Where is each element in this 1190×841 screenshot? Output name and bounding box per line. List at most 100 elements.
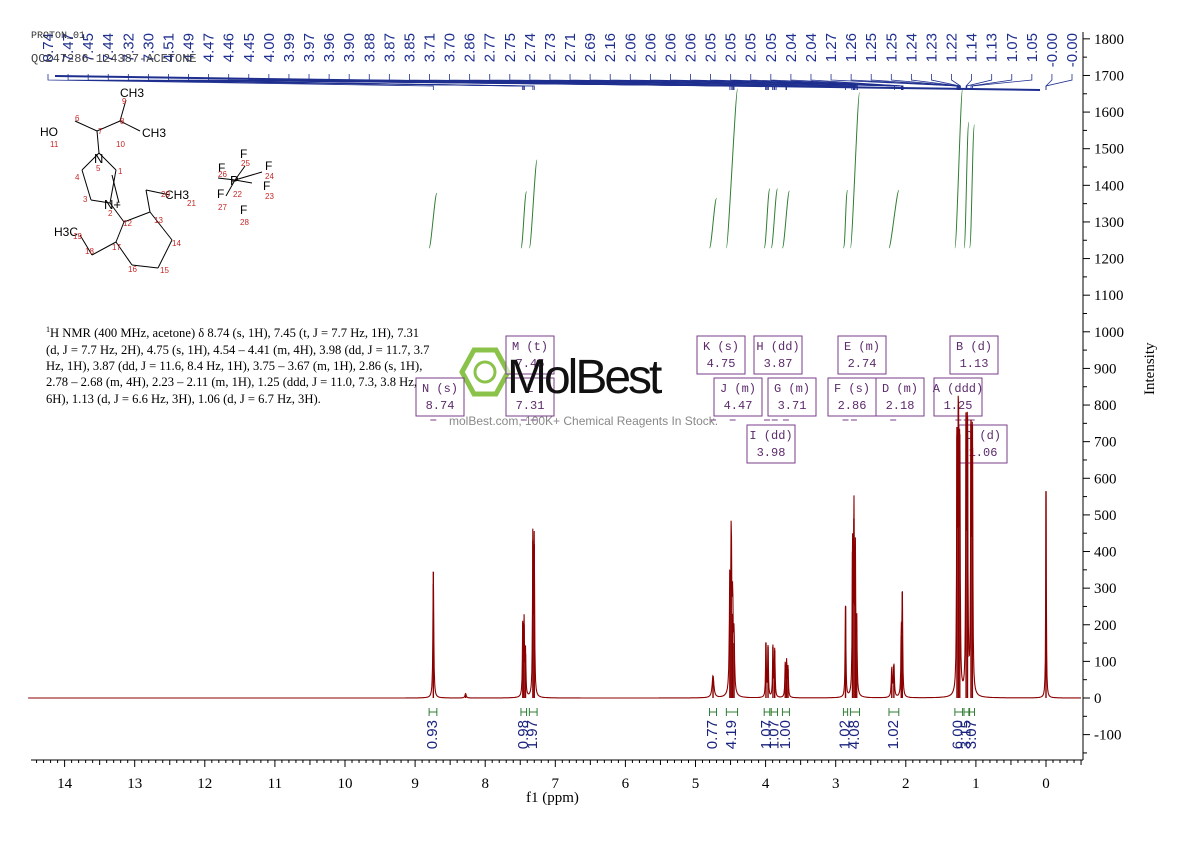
- multiplet-title: F (s): [834, 382, 870, 396]
- nitrogen-2-label: N+: [104, 197, 121, 212]
- spectrum-line: [28, 395, 1081, 699]
- peak-shift-label: 1.27: [823, 33, 840, 62]
- integral-curve: [725, 88, 739, 249]
- multiplet-title: M (t): [512, 340, 548, 354]
- peak-shift-label: 1.22: [944, 33, 961, 62]
- structure-bond: [149, 211, 173, 241]
- y-tick-label: 1800: [1094, 32, 1124, 48]
- structure-bond: [96, 130, 100, 154]
- phosphorus-label: P: [230, 173, 239, 188]
- peak-label-leader: [966, 74, 993, 90]
- nitrogen-5-label: N: [94, 151, 103, 166]
- integral: 1.07: [765, 708, 782, 749]
- structure-bond: [157, 239, 173, 269]
- multiplet-title: B (d): [956, 340, 992, 354]
- structure-bond: [119, 120, 141, 132]
- peak-shift-label: 1.25: [883, 33, 900, 62]
- molbest-logo-icon: [459, 347, 511, 397]
- peak-shift-label: 2.05: [703, 33, 720, 62]
- peak-labels: 8.74 7.47 7.45 7.44 7.32 7.30 4.51 4.49 4.47 4.46…: [40, 33, 1081, 91]
- structure-bond: [145, 189, 151, 213]
- x-tick-label: 13: [127, 776, 142, 792]
- integral-value: 1.97: [524, 720, 541, 749]
- multiplet-shift: 3.71: [778, 399, 807, 413]
- x-tick-label: 12: [197, 776, 212, 792]
- atom-number: 17: [112, 243, 121, 252]
- peak-shift-label: 1.05: [1024, 33, 1041, 62]
- multiplet-box-h: H (dd) 3.87: [753, 335, 803, 421]
- integral: 4.08: [846, 708, 863, 749]
- nucleus-superscript: 1: [46, 325, 50, 334]
- multiplet-title: G (m): [774, 382, 810, 396]
- atom-number: 13: [154, 216, 163, 225]
- y-tick-label: 900: [1094, 361, 1117, 377]
- multiplet-box-d: D (m) 2.18: [875, 377, 925, 421]
- peak-shift-label: 3.71: [421, 33, 438, 62]
- integral-curve: [770, 188, 779, 249]
- multiplet-shift: 4.75: [707, 357, 736, 371]
- atom-number: 23: [265, 192, 274, 201]
- peak-shift-label: 4.51: [160, 33, 177, 62]
- atom-number: 8: [120, 117, 125, 126]
- multiplet-box-frame: [505, 335, 555, 375]
- y-tick-label: 100: [1094, 654, 1117, 670]
- multiplet-box-frame: [713, 377, 763, 417]
- multiplet-title: A (ddd): [933, 382, 983, 396]
- peak-shift-label: 2.16: [602, 33, 619, 62]
- multiplet-title: K (s): [703, 340, 739, 354]
- atom-number: 18: [85, 247, 94, 256]
- multiplet-box-k: K (s) 4.75: [696, 335, 746, 421]
- peak-shift-label: 4.46: [221, 33, 238, 62]
- integral: 0.77: [704, 708, 721, 749]
- structure-bond: [109, 202, 125, 223]
- multiplet-shift: 2.18: [886, 399, 915, 413]
- integral-value: 4.19: [723, 720, 740, 749]
- peak-shift-label: -0.00: [1064, 33, 1081, 67]
- multiplet-shift: 1.06: [969, 446, 998, 460]
- y-tick-label: 300: [1094, 581, 1117, 597]
- peak-shift-label: 1.13: [984, 33, 1001, 62]
- multiplet-box-frame: [767, 377, 817, 417]
- atom-number: 22: [233, 190, 242, 199]
- integral-value: 4.08: [846, 720, 863, 749]
- structure-bond: [90, 199, 111, 204]
- structure-bond: [81, 169, 92, 201]
- multiplet-shift: 1.13: [960, 357, 989, 371]
- y-tick-label: -100: [1094, 728, 1122, 744]
- y-tick-label: 1000: [1094, 325, 1124, 341]
- atom-number: 15: [160, 266, 169, 275]
- structure-bond: [145, 189, 171, 196]
- x-axis-label: f1 (ppm): [526, 790, 579, 806]
- peak-shift-label: 3.85: [401, 33, 418, 62]
- fluorine-label: F: [218, 161, 225, 175]
- structure-bond: [98, 152, 117, 171]
- integral-value: 3.15: [957, 720, 974, 749]
- x-tick-label: 3: [832, 776, 840, 792]
- y-tick-label: 500: [1094, 508, 1117, 524]
- integral-curve: [954, 88, 964, 249]
- peak-label-leader: [1045, 74, 1053, 90]
- peak-shift-label: -0.00: [1044, 33, 1061, 67]
- multiplet-shift: 4.47: [724, 399, 753, 413]
- atom-number: 2: [108, 209, 113, 218]
- spectrum: [28, 395, 1081, 699]
- peak-shift-label: 7.44: [100, 33, 117, 62]
- structure-bond: [217, 177, 236, 181]
- x-tick-label: 14: [57, 776, 73, 792]
- atom-number: 5: [96, 164, 101, 173]
- peak-shift-label: 2.06: [642, 33, 659, 62]
- multiplet-box-e: E (m) 2.74: [837, 335, 887, 421]
- structure-bond: [119, 99, 127, 122]
- multiplet-box-frame: [753, 335, 803, 375]
- multiplet-shift: 2.74: [848, 357, 877, 371]
- structure-bond: [234, 165, 246, 181]
- structure-bond: [111, 174, 120, 204]
- y-tick-label: 0: [1094, 691, 1102, 707]
- structure-bond: [115, 241, 133, 266]
- fluorine-label: F: [240, 147, 247, 161]
- integral-curve: [888, 189, 900, 249]
- atom-number: 27: [218, 203, 227, 212]
- integral: 1.07: [758, 708, 775, 749]
- integral-curve: [963, 121, 970, 249]
